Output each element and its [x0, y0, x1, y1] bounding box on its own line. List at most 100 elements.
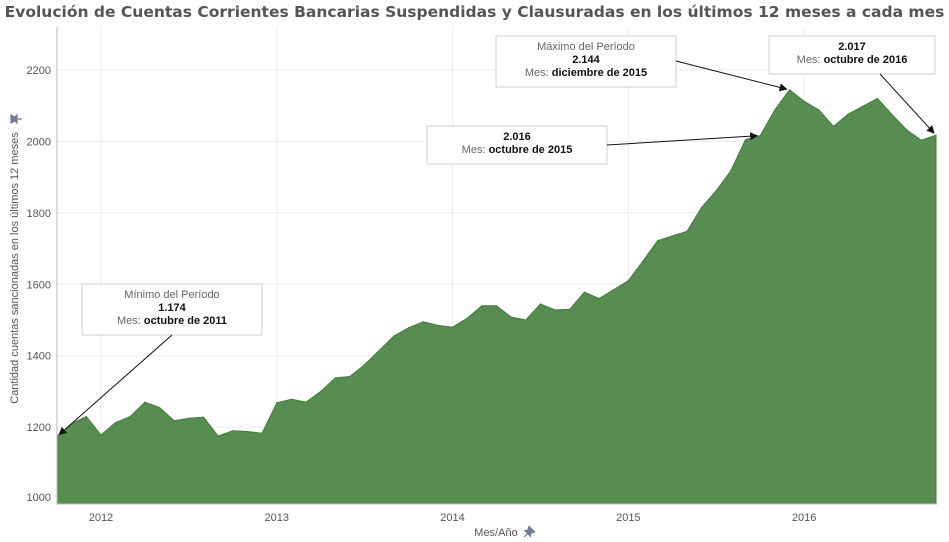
y-tick-label: 1200: [27, 422, 51, 434]
data-point: [613, 289, 615, 291]
data-point: [261, 432, 263, 434]
data-point: [730, 170, 732, 172]
annotation-month-label: Mes:: [117, 315, 144, 327]
data-point: [320, 390, 322, 393]
y-tick-label: 2200: [27, 65, 51, 77]
data-point: [701, 206, 703, 209]
data-point: [158, 406, 161, 409]
data-point: [188, 417, 190, 419]
data-point: [788, 89, 791, 91]
annotation-month: Mes: octubre de 2015: [462, 144, 573, 156]
annotation-heading: Máximo del Período: [537, 41, 635, 53]
data-point: [334, 377, 336, 379]
data-point: [202, 416, 205, 418]
x-tick-label: 2013: [265, 512, 289, 524]
data-point: [246, 430, 249, 433]
data-point: [217, 435, 219, 437]
y-tick-label: 2000: [27, 136, 51, 148]
data-point: [832, 125, 835, 127]
data-point: [305, 401, 307, 403]
annotation-value: 2.016: [503, 131, 531, 143]
annotation-month-label: Mes:: [797, 54, 824, 66]
x-tick-label: 2016: [792, 512, 816, 524]
data-point: [686, 230, 688, 232]
annotation-month-label: Mes:: [462, 144, 489, 156]
data-point: [920, 139, 922, 141]
annotation-month-value: diciembre de 2015: [552, 67, 647, 79]
data-point: [481, 305, 483, 307]
data-point: [891, 113, 893, 116]
x-tick-label: 2015: [616, 512, 640, 524]
data-point: [276, 402, 278, 404]
data-point: [115, 421, 117, 424]
data-point: [642, 260, 644, 262]
annotation-month: Mes: octubre de 2016: [797, 54, 908, 66]
annotation-box: [495, 35, 677, 88]
data-point: [876, 97, 879, 100]
data-point: [466, 317, 468, 319]
data-point: [554, 309, 556, 311]
data-point: [393, 335, 395, 337]
data-point: [847, 113, 849, 115]
data-point: [510, 316, 512, 318]
y-tick-label: 1800: [27, 208, 51, 220]
data-point: [715, 190, 717, 192]
axes: [56, 27, 936, 505]
data-point: [583, 291, 586, 293]
data-point: [539, 303, 542, 305]
data-point: [349, 375, 351, 378]
data-point: [818, 109, 820, 111]
area-layer: [56, 89, 937, 505]
y-axis-ticks: 1000 1200 1400 1600 1800 2000 2200: [27, 65, 51, 504]
data-point: [495, 305, 498, 307]
x-axis-ticks: 2012 2013 2014 2015 2016: [89, 512, 817, 524]
data-point: [935, 134, 937, 136]
data-point: [671, 235, 673, 237]
data-point: [408, 327, 410, 329]
x-tick-label: 2012: [89, 512, 113, 524]
annotation-value: 1.174: [158, 302, 186, 314]
annotation-month: Mes: octubre de 2011: [117, 315, 227, 327]
data-point: [569, 308, 571, 310]
y-axis-pin-icon[interactable]: [10, 113, 22, 125]
data-point: [378, 349, 380, 351]
data-point: [85, 415, 87, 418]
x-axis-pin-icon[interactable]: [521, 525, 536, 539]
annotation-arrow: [879, 73, 935, 134]
annotation-box: [768, 35, 936, 75]
annotation-value: 2.144: [572, 54, 600, 66]
y-tick-label: 1400: [27, 351, 51, 363]
data-point: [437, 324, 439, 326]
annotation-box: [426, 125, 608, 165]
annotation-arrow: [675, 60, 788, 92]
annotation-arrow: [58, 334, 173, 436]
data-point: [862, 105, 864, 107]
data-point: [598, 297, 600, 300]
chart-title: Evolución de Cuentas Corrientes Bancaria…: [4, 3, 945, 21]
annotation-month-value: octubre de 2011: [144, 315, 227, 327]
annotation-month: Mes: diciembre de 2015: [525, 67, 647, 79]
data-point: [232, 430, 234, 432]
data-point: [525, 319, 527, 321]
annotation-month-label: Mes:: [525, 67, 552, 79]
data-point: [744, 138, 747, 141]
data-point: [100, 434, 102, 436]
data-point: [657, 240, 659, 242]
y-tick-label: 1600: [27, 279, 51, 291]
data-point: [759, 135, 761, 137]
data-point: [364, 364, 366, 366]
y-tick-label: 1000: [27, 492, 51, 504]
data-point: [451, 326, 454, 328]
data-point: [129, 415, 131, 418]
x-axis-title: Mes/Año: [474, 527, 517, 539]
data-point: [144, 401, 146, 403]
annotation-heading: Mínimo del Período: [124, 289, 219, 301]
data-point: [627, 280, 629, 282]
data-point: [774, 109, 776, 111]
annotation-arrow: [606, 132, 759, 146]
